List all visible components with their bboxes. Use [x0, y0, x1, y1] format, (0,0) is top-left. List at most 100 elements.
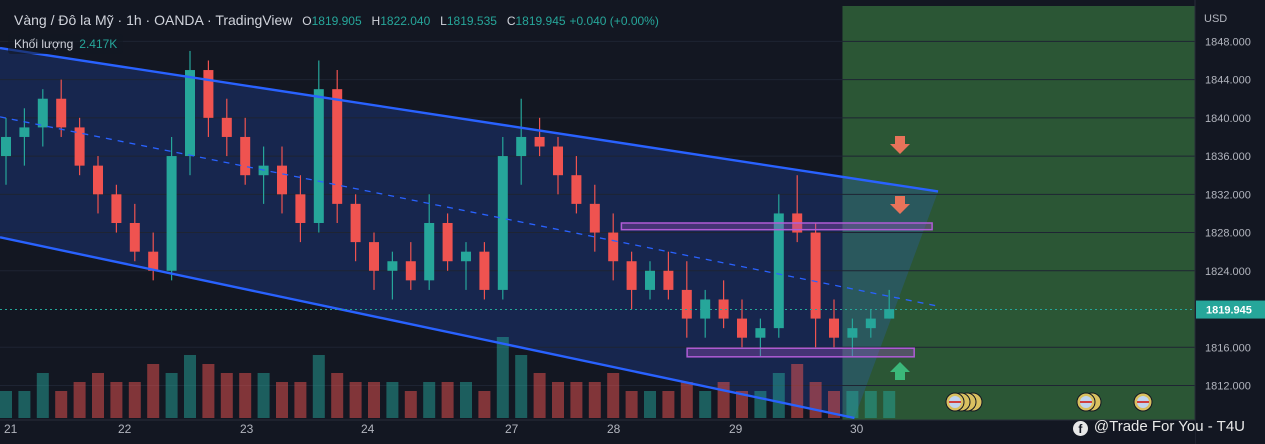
volume-bar — [809, 382, 822, 418]
time-axis[interactable] — [0, 420, 1195, 444]
ohlc-close-key: C — [506, 14, 516, 28]
volume-bar — [184, 355, 196, 418]
ohlc-low-key: L — [440, 14, 447, 28]
volume-bar — [73, 382, 86, 418]
candle-body — [645, 270, 655, 290]
volume-bar — [18, 391, 31, 418]
candle-body — [718, 299, 729, 319]
candle-body — [497, 156, 508, 290]
volume-bar — [883, 391, 896, 418]
volume-bar — [294, 382, 307, 418]
volume-bar — [128, 382, 141, 418]
volume-bar — [496, 337, 509, 418]
y-tick-label: 1832.000 — [1205, 189, 1251, 201]
candle-body — [700, 299, 711, 319]
volume-bar — [368, 382, 380, 418]
ohlc-open-key: O — [302, 14, 312, 28]
supply-demand-zone[interactable] — [686, 347, 915, 358]
last-price-badge[interactable] — [1196, 300, 1265, 319]
y-tick-label: 1828.000 — [1205, 228, 1251, 240]
x-tick-label: 23 — [240, 422, 254, 436]
x-tick-label: 28 — [607, 422, 621, 436]
candle-body — [185, 70, 195, 157]
symbol-name: Vàng / Đô la Mỹ — [14, 12, 114, 28]
volume-bar — [607, 373, 620, 418]
candle-body — [332, 89, 343, 204]
volume-bar — [736, 391, 748, 418]
volume-bar — [846, 391, 859, 418]
candle-body — [148, 251, 159, 271]
ohlc-high-key: H — [371, 14, 381, 28]
candle-body — [313, 89, 324, 223]
channel-lower-line[interactable] — [0, 236, 855, 420]
candle-body — [553, 146, 563, 176]
volume-bar — [680, 382, 693, 418]
volume-bar — [552, 382, 564, 418]
volume-bar — [570, 382, 583, 418]
volume-bar — [147, 364, 160, 418]
volume-bar — [165, 373, 178, 418]
candle-body — [810, 232, 821, 319]
volume-bar — [864, 391, 877, 418]
volume-bar — [699, 391, 712, 418]
volume-bar — [441, 382, 454, 418]
volume-bar — [220, 373, 233, 418]
volume-bar — [423, 382, 436, 418]
candle-body — [589, 203, 600, 233]
supply-demand-zone[interactable] — [620, 222, 933, 231]
candle-body — [737, 318, 747, 338]
watermark: f @Trade For You - T4U — [1072, 418, 1245, 436]
ohlc-low-value: 1819.535 — [446, 14, 497, 28]
volume-bar — [625, 391, 638, 418]
volume-bar — [717, 382, 730, 418]
channel-mid-line[interactable] — [0, 116, 939, 307]
candle-body — [442, 222, 453, 262]
volume-bar — [36, 373, 49, 418]
volume-bar — [515, 355, 528, 418]
candle-body — [166, 156, 177, 271]
volume-bar — [404, 391, 417, 418]
candle-body — [19, 127, 30, 137]
candle-body — [571, 175, 582, 204]
candle-body — [847, 328, 858, 338]
candle-body — [111, 194, 122, 223]
sell-arrow-icon — [890, 196, 910, 214]
candle-body — [405, 261, 416, 281]
interval-label[interactable]: 1h — [126, 12, 142, 28]
channel-upper-line[interactable] — [0, 46, 939, 193]
candle-body — [534, 136, 545, 147]
candle-body — [369, 242, 379, 271]
volume-bar — [0, 391, 12, 418]
watermark-text: @Trade For You - T4U — [1093, 418, 1245, 435]
sell-arrow-icon — [890, 136, 910, 154]
volume-bar — [460, 382, 472, 418]
volume-bar — [331, 373, 344, 418]
y-tick-label: 1836.000 — [1205, 151, 1251, 163]
buy-arrow-icon — [890, 362, 910, 380]
candle-body — [608, 232, 619, 262]
y-tick-label: 1816.000 — [1205, 342, 1251, 354]
volume-bar — [110, 382, 123, 418]
volume-legend[interactable]: Khối lượng 2.417K — [8, 34, 124, 54]
candle-body — [773, 213, 784, 329]
candle-body — [37, 98, 48, 128]
candle-body — [516, 136, 527, 157]
candle-body — [663, 270, 674, 290]
candle-body — [203, 70, 214, 118]
volume-bar — [257, 373, 270, 418]
platform-label: TradingView — [215, 12, 293, 28]
ohlc-high-value: 1822.040 — [380, 14, 431, 28]
y-tick-label: 1812.000 — [1205, 380, 1251, 392]
x-tick-label: 27 — [505, 422, 519, 436]
y-tick-label: 1824.000 — [1205, 266, 1251, 278]
volume-bar — [533, 373, 546, 418]
candle-body — [221, 117, 232, 137]
volume-bar — [92, 373, 104, 418]
volume-bar — [239, 373, 252, 418]
price-axis[interactable] — [1195, 0, 1265, 444]
ohlc-open-value: 1819.905 — [311, 14, 362, 28]
volume-bar — [312, 355, 325, 418]
candle-body — [240, 136, 251, 176]
volume-bar — [386, 382, 399, 418]
